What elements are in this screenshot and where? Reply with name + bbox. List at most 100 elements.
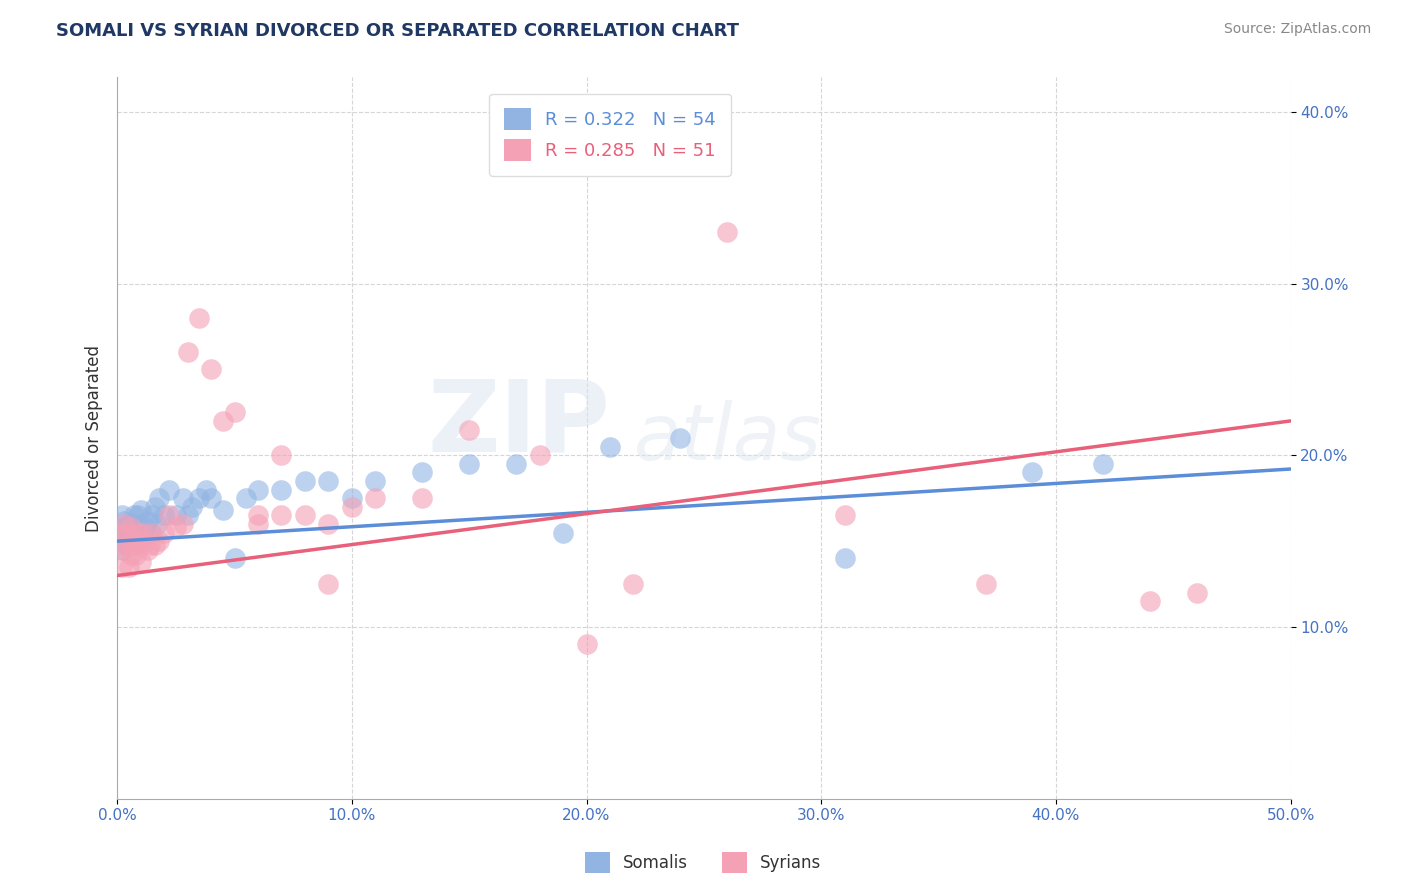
Point: [974, 577, 997, 591]
Point: [112, 516, 135, 531]
Point: [127, 508, 149, 523]
Point: [141, 508, 163, 523]
Point: [188, 310, 211, 325]
Text: atlas: atlas: [634, 401, 821, 476]
Point: [188, 491, 211, 506]
Point: [176, 345, 198, 359]
Point: [129, 538, 152, 552]
Point: [118, 525, 141, 540]
Point: [200, 491, 222, 506]
Point: [200, 362, 222, 376]
Point: [235, 491, 257, 506]
Point: [132, 525, 155, 540]
Point: [623, 577, 645, 591]
Point: [122, 508, 145, 523]
Point: [129, 555, 152, 569]
Point: [211, 503, 233, 517]
Point: [1185, 585, 1208, 599]
Text: Source: ZipAtlas.com: Source: ZipAtlas.com: [1223, 22, 1371, 37]
Point: [112, 514, 135, 528]
Point: [122, 520, 145, 534]
Point: [111, 560, 134, 574]
Y-axis label: Divorced or Separated: Divorced or Separated: [86, 344, 103, 532]
Point: [136, 542, 159, 557]
Point: [111, 508, 134, 523]
Point: [294, 474, 316, 488]
Point: [111, 542, 134, 557]
Point: [108, 525, 131, 540]
Point: [172, 516, 194, 531]
Point: [125, 516, 148, 531]
Point: [120, 548, 142, 562]
Point: [364, 474, 387, 488]
Point: [246, 516, 269, 531]
Point: [134, 520, 156, 534]
Point: [411, 491, 433, 506]
Point: [834, 508, 856, 523]
Point: [139, 525, 162, 540]
Point: [716, 225, 738, 239]
Point: [115, 534, 138, 549]
Point: [153, 525, 176, 540]
Point: [165, 508, 187, 523]
Point: [246, 508, 269, 523]
Point: [505, 457, 527, 471]
Point: [411, 466, 433, 480]
Point: [157, 483, 180, 497]
Point: [125, 534, 148, 549]
Point: [143, 538, 166, 552]
Point: [599, 440, 621, 454]
Point: [224, 551, 246, 566]
Point: [270, 448, 292, 462]
Point: [318, 474, 340, 488]
Point: [115, 538, 138, 552]
Point: [120, 538, 142, 552]
Point: [157, 508, 180, 523]
Point: [340, 500, 363, 514]
Point: [529, 448, 551, 462]
Point: [120, 525, 142, 540]
Point: [125, 525, 148, 540]
Point: [1139, 594, 1161, 608]
Point: [143, 500, 166, 514]
Point: [111, 538, 134, 552]
Point: [122, 538, 145, 552]
Point: [1091, 457, 1114, 471]
Point: [318, 577, 340, 591]
Point: [139, 538, 162, 552]
Point: [118, 516, 141, 531]
Point: [246, 483, 269, 497]
Point: [172, 491, 194, 506]
Point: [118, 538, 141, 552]
Point: [120, 520, 142, 534]
Point: [141, 525, 163, 540]
Point: [118, 531, 141, 545]
Point: [136, 514, 159, 528]
Point: [669, 431, 692, 445]
Point: [318, 516, 340, 531]
Point: [112, 542, 135, 557]
Point: [127, 525, 149, 540]
Point: [132, 525, 155, 540]
Point: [340, 491, 363, 506]
Point: [575, 637, 598, 651]
Point: [148, 534, 170, 549]
Point: [195, 483, 218, 497]
Text: ZIP: ZIP: [427, 376, 610, 472]
Point: [118, 560, 141, 574]
Point: [112, 520, 135, 534]
Point: [551, 525, 574, 540]
Point: [176, 508, 198, 523]
Point: [134, 534, 156, 549]
Point: [181, 500, 204, 514]
Point: [458, 423, 481, 437]
Point: [125, 548, 148, 562]
Point: [364, 491, 387, 506]
Point: [115, 525, 138, 540]
Point: [108, 525, 131, 540]
Legend: R = 0.322   N = 54, R = 0.285   N = 51: R = 0.322 N = 54, R = 0.285 N = 51: [489, 94, 731, 176]
Point: [148, 491, 170, 506]
Point: [1021, 466, 1043, 480]
Point: [458, 457, 481, 471]
Point: [153, 508, 176, 523]
